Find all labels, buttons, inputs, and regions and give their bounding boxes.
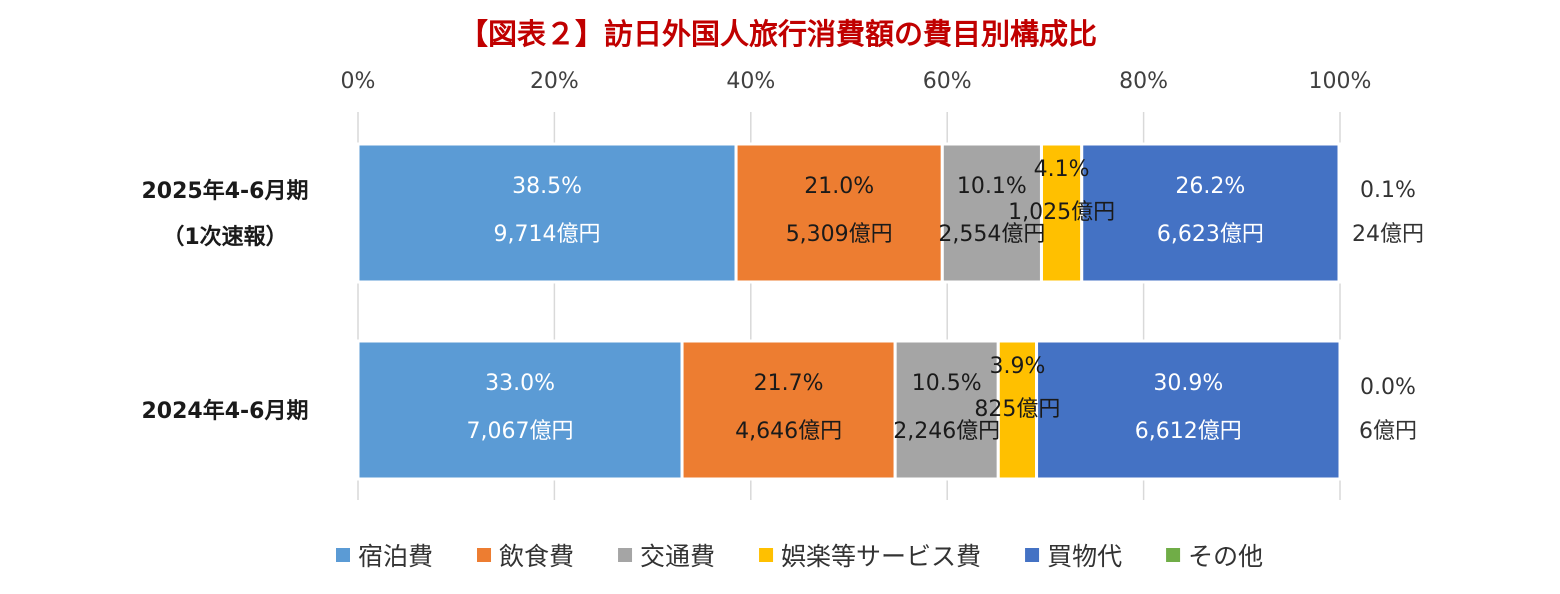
legend-label: 交通費 xyxy=(640,542,715,571)
data-label-amount: 2,554億円 xyxy=(938,222,1045,247)
legend-swatch xyxy=(759,548,774,562)
data-label-percent: 30.9% xyxy=(1153,371,1223,396)
x-tick-label: 20% xyxy=(530,69,579,94)
bar-segment xyxy=(1337,142,1342,284)
legend-label: 宿泊費 xyxy=(358,542,433,571)
x-tick-label: 0% xyxy=(341,69,376,94)
x-tick-label: 60% xyxy=(923,69,972,94)
bar-segment xyxy=(1080,142,1341,284)
data-label-amount: 6,612億円 xyxy=(1135,419,1242,444)
bar-segment xyxy=(1039,142,1084,284)
data-label-amount: 7,067億円 xyxy=(467,419,574,444)
legend-label: その他 xyxy=(1188,542,1263,571)
bars xyxy=(356,142,1342,481)
chart-title: 【図表２】訪日外国人旅行消費額の費目別構成比 xyxy=(459,17,1097,51)
data-label-percent: 21.7% xyxy=(754,371,824,396)
x-axis-ticks: 0% 20% 40% 60% 80% 100% xyxy=(341,69,1372,94)
legend-swatch xyxy=(336,548,350,562)
category-labels: 2025年4-6月期 （1次速報） 2024年4-6月期 xyxy=(142,178,309,424)
bar-segment xyxy=(680,339,897,481)
category-label: （1次速報） xyxy=(162,224,287,250)
category-label: 2024年4-6月期 xyxy=(142,398,309,424)
bar-segment xyxy=(356,339,684,481)
data-label-percent: 0.0% xyxy=(1360,375,1416,400)
bar-segment xyxy=(734,142,944,284)
x-tick-label: 100% xyxy=(1309,69,1372,94)
data-label-percent: 3.9% xyxy=(989,354,1045,379)
legend-swatch xyxy=(1025,548,1040,562)
legend-swatch xyxy=(477,548,492,562)
data-label-amount: 9,714億円 xyxy=(494,222,601,247)
bar-segment xyxy=(356,142,738,284)
data-label-percent: 33.0% xyxy=(485,371,555,396)
legend-swatch xyxy=(618,548,633,562)
data-label-percent: 0.1% xyxy=(1360,178,1416,203)
data-labels: 38.5% 9,714億円 21.0% 5,309億円 10.1% 2,554億円 4.1%… xyxy=(467,157,1424,444)
data-label-percent: 10.1% xyxy=(957,174,1027,199)
bar-segment xyxy=(893,339,1000,481)
data-label-amount: 4,646億円 xyxy=(735,419,842,444)
x-tick-label: 40% xyxy=(726,69,775,94)
data-label-amount: 6億円 xyxy=(1359,419,1417,444)
bar-segment xyxy=(1035,339,1342,481)
data-label-amount: 24億円 xyxy=(1352,222,1424,247)
legend: 宿泊費 飲食費 交通費 娯楽等サービス費 買物代 その他 xyxy=(336,542,1263,571)
data-label-percent: 26.2% xyxy=(1175,174,1245,199)
data-label-percent: 4.1% xyxy=(1034,157,1090,182)
data-label-percent: 38.5% xyxy=(512,174,582,199)
data-label-amount: 6,623億円 xyxy=(1157,222,1264,247)
data-label-percent: 10.5% xyxy=(912,371,982,396)
legend-label: 買物代 xyxy=(1047,542,1122,571)
legend-swatch xyxy=(1166,548,1181,562)
category-label: 2025年4-6月期 xyxy=(142,178,309,204)
data-label-amount: 1,025億円 xyxy=(1008,200,1115,225)
data-label-amount: 5,309億円 xyxy=(786,222,893,247)
legend-label: 飲食費 xyxy=(499,542,574,571)
data-label-amount: 825億円 xyxy=(974,397,1060,422)
data-label-percent: 21.0% xyxy=(804,174,874,199)
data-label-amount: 2,246億円 xyxy=(893,419,1000,444)
legend-label: 娯楽等サービス費 xyxy=(781,542,981,571)
x-tick-label: 80% xyxy=(1119,69,1168,94)
